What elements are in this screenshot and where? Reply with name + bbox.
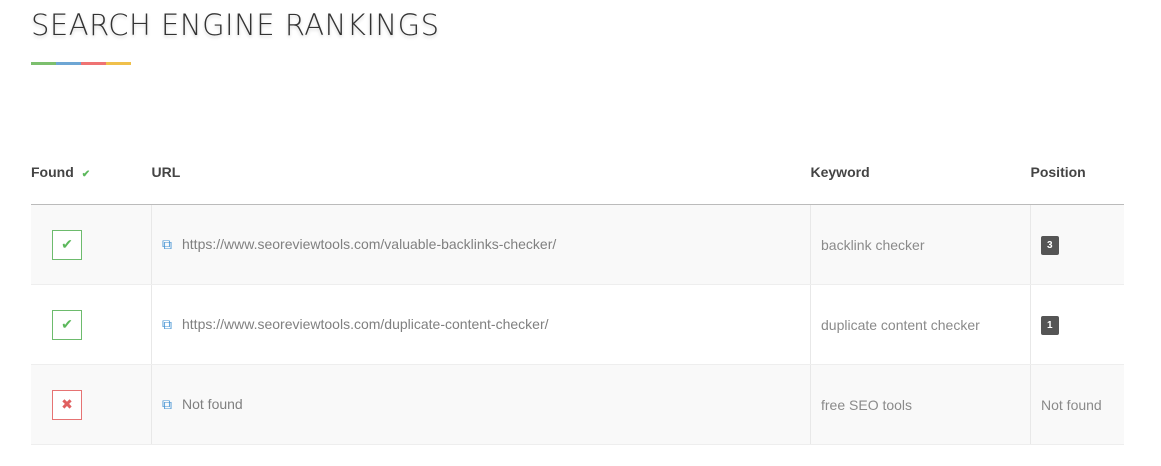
header-found[interactable]: Found ✔ (31, 140, 152, 205)
url-link[interactable]: https://www.seoreviewtools.com/valuable-… (182, 236, 557, 252)
position-badge: 1 (1041, 315, 1059, 335)
check-icon: ✔ (52, 229, 82, 260)
external-link-icon[interactable]: ⧉ (162, 316, 172, 332)
keyword-cell: duplicate content checker (810, 284, 1031, 365)
header-url[interactable]: URL (151, 140, 811, 205)
keyword-cell: backlink checker (810, 204, 1031, 285)
header-position[interactable]: Position (1030, 140, 1124, 205)
sort-chevron-down-icon[interactable]: ✔ (81, 169, 91, 180)
keyword-cell: free SEO tools (810, 364, 1031, 445)
position-badge: 3 (1041, 235, 1059, 255)
table-row: ✖ ⧉ Not found free SEO tools Not found (31, 364, 1124, 445)
external-link-icon[interactable]: ⧉ (162, 236, 172, 252)
table-row: ✔ ⧉ https://www.seoreviewtools.com/duplic… (31, 284, 1124, 365)
title-underline (31, 62, 131, 65)
header-keyword[interactable]: Keyword (810, 140, 1031, 205)
x-icon: ✖ (52, 389, 82, 420)
position-cell: Not found (1030, 364, 1124, 445)
page-title: SEARCH ENGINE RANKINGS (31, 8, 440, 42)
url-text: Not found (182, 396, 243, 412)
table-row: ✔ ⧉ https://www.seoreviewtools.com/valuab… (31, 204, 1124, 285)
check-icon: ✔ (52, 309, 82, 340)
external-link-icon[interactable]: ⧉ (162, 396, 172, 412)
url-link[interactable]: https://www.seoreviewtools.com/duplicate… (182, 316, 549, 332)
rankings-table: Found ✔ URL Keyword Position ✔ ⧉ https://w… (31, 140, 1124, 445)
